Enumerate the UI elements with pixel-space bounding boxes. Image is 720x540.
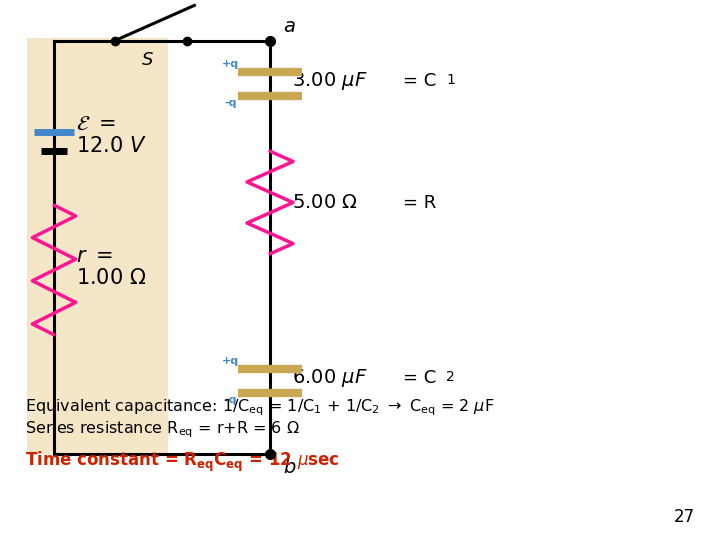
Text: $a$: $a$ <box>283 17 296 36</box>
Text: +q: +q <box>222 59 239 69</box>
Text: $r\ =$: $r\ =$ <box>76 246 112 267</box>
Text: 2: 2 <box>446 370 455 384</box>
Text: 1: 1 <box>446 73 455 87</box>
Text: $S$: $S$ <box>141 51 154 69</box>
Text: -q: -q <box>224 98 237 109</box>
Text: $1.00\ \Omega$: $1.00\ \Omega$ <box>76 268 146 288</box>
Text: = C: = C <box>403 369 436 387</box>
Text: $5.00\ \Omega$: $5.00\ \Omega$ <box>292 193 357 212</box>
Text: Equivalent capacitance: 1/C$_{\mathregular{eq}}$ = 1/C$_1$ + 1/C$_2$ $\rightarro: Equivalent capacitance: 1/C$_{\mathregul… <box>25 397 495 418</box>
Text: +q: +q <box>222 356 239 366</box>
Text: Time constant = R$_{\mathregular{eq}}$C$_{\mathregular{eq}}$ = 12 $\mu$sec: Time constant = R$_{\mathregular{eq}}$C$… <box>25 450 340 474</box>
Text: $12.0\ V$: $12.0\ V$ <box>76 136 146 156</box>
Text: -q: -q <box>224 395 237 406</box>
Text: = C: = C <box>403 72 436 90</box>
Text: $6.00\ \mu F$: $6.00\ \mu F$ <box>292 367 367 389</box>
Text: $3.00\ \mu F$: $3.00\ \mu F$ <box>292 70 367 92</box>
Text: $b$: $b$ <box>283 458 297 477</box>
Text: 27: 27 <box>674 509 695 526</box>
Text: Series resistance R$_{\mathregular{eq}}$ = r+R = 6 $\Omega$: Series resistance R$_{\mathregular{eq}}$… <box>25 419 300 440</box>
Text: = R: = R <box>403 193 436 212</box>
Text: $\mathcal{E}\ =$: $\mathcal{E}\ =$ <box>76 114 115 134</box>
Bar <box>27 38 168 454</box>
